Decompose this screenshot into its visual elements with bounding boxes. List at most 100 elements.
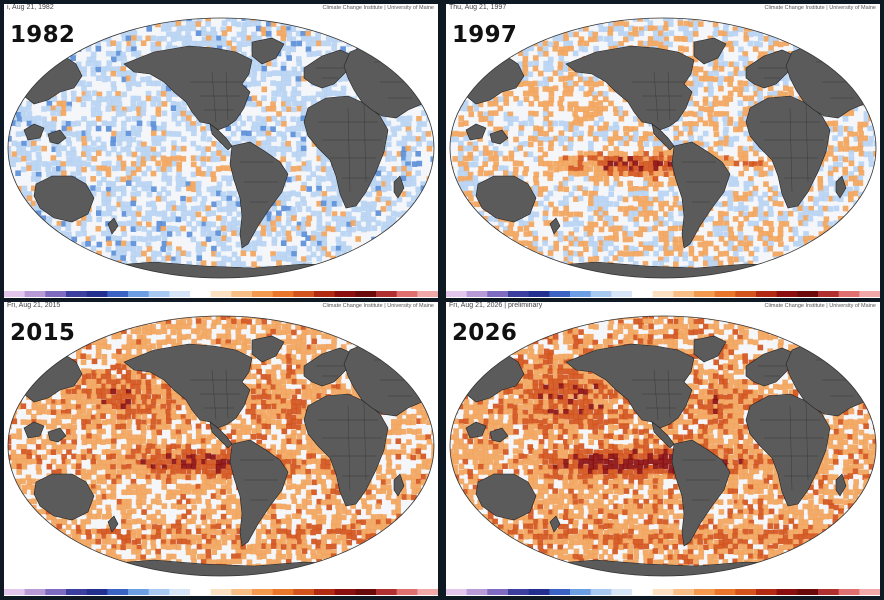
colorbar-swatch	[417, 589, 438, 595]
ocean-anomaly-layer	[450, 316, 876, 576]
colorbar-swatch	[334, 291, 356, 297]
colorbar-swatch	[355, 291, 377, 297]
colorbar-swatch	[611, 291, 633, 297]
colorbar	[446, 291, 880, 297]
year-label: 1997	[452, 22, 518, 48]
colorbar-swatch	[673, 589, 695, 595]
map-outline	[449, 315, 877, 577]
colorbar-swatch	[190, 291, 212, 297]
colorbar-swatch	[169, 291, 191, 297]
colorbar-swatch	[756, 291, 778, 297]
colorbar-swatch	[797, 291, 819, 297]
colorbar-swatch	[396, 589, 418, 595]
colorbar-swatch	[231, 291, 253, 297]
credit-label: Climate Change Institute | University of…	[322, 303, 434, 309]
colorbar-swatch	[252, 291, 274, 297]
colorbar-swatch	[549, 291, 571, 297]
ocean-anomaly-layer	[450, 18, 876, 278]
colorbar-swatch	[756, 589, 778, 595]
colorbar-swatch	[4, 291, 26, 297]
colorbar-swatch	[818, 589, 840, 595]
colorbar-swatch	[735, 589, 757, 595]
colorbar-swatch	[714, 589, 736, 595]
colorbar-swatch	[376, 589, 398, 595]
colorbar-swatch	[148, 291, 170, 297]
colorbar-swatch	[652, 291, 674, 297]
colorbar	[4, 589, 438, 595]
colorbar-swatch	[549, 589, 571, 595]
colorbar-swatch	[86, 291, 108, 297]
map-outline	[7, 17, 435, 279]
colorbar-swatch	[314, 589, 336, 595]
ocean-anomaly-layer	[8, 18, 434, 278]
map-panel-2026: Fri, Aug 21, 2026 | preliminary Climate …	[446, 302, 880, 596]
colorbar-swatch	[231, 589, 253, 595]
sst-anomaly-map	[7, 315, 435, 577]
sst-anomaly-map	[449, 315, 877, 577]
colorbar-swatch	[293, 589, 315, 595]
colorbar-swatch	[66, 589, 88, 595]
colorbar-swatch	[446, 291, 468, 297]
colorbar-swatch	[293, 291, 315, 297]
colorbar-swatch	[611, 589, 633, 595]
colorbar-swatch	[128, 291, 150, 297]
colorbar-swatch	[446, 589, 468, 595]
colorbar-swatch	[396, 291, 418, 297]
year-label: 2015	[10, 320, 76, 346]
country-borders	[190, 61, 418, 203]
colorbar-swatch	[694, 291, 716, 297]
map-panel-2015: Fri, Aug 21, 2015 Climate Change Institu…	[4, 302, 438, 596]
colorbar-swatch	[508, 291, 530, 297]
colorbar-swatch	[4, 589, 26, 595]
colorbar-swatch	[632, 589, 654, 595]
year-label: 2026	[452, 320, 518, 346]
colorbar-swatch	[272, 291, 294, 297]
colorbar-swatch	[466, 589, 488, 595]
colorbar-swatch	[169, 589, 191, 595]
colorbar-swatch	[590, 291, 612, 297]
country-borders	[190, 359, 418, 501]
colorbar-swatch	[107, 589, 129, 595]
colorbar-swatch	[355, 589, 377, 595]
map-outline	[7, 315, 435, 577]
colorbar-swatch	[797, 589, 819, 595]
colorbar-swatch	[86, 589, 108, 595]
colorbar-swatch	[314, 291, 336, 297]
colorbar-swatch	[272, 589, 294, 595]
colorbar-swatch	[334, 589, 356, 595]
colorbar-swatch	[508, 589, 530, 595]
colorbar-swatch	[714, 291, 736, 297]
colorbar-swatch	[838, 589, 860, 595]
colorbar-swatch	[24, 589, 46, 595]
colorbar-swatch	[487, 589, 509, 595]
year-label: 1982	[10, 22, 76, 48]
colorbar-swatch	[859, 291, 880, 297]
colorbar-swatch	[210, 291, 232, 297]
colorbar-swatch	[776, 291, 798, 297]
colorbar-swatch	[376, 291, 398, 297]
colorbar-swatch	[590, 589, 612, 595]
country-borders	[632, 359, 860, 501]
map-panel-1982: i, Aug 21, 1982 Climate Change Institute…	[4, 4, 438, 298]
colorbar-swatch	[673, 291, 695, 297]
map-panel-1997: Thu, Aug 21, 1997 Climate Change Institu…	[446, 4, 880, 298]
date-label: Fri, Aug 21, 2026 | preliminary	[449, 302, 543, 309]
colorbar-swatch	[66, 291, 88, 297]
date-label: i, Aug 21, 1982	[7, 4, 54, 11]
colorbar-swatch	[148, 589, 170, 595]
colorbar-swatch	[694, 589, 716, 595]
colorbar-swatch	[45, 589, 67, 595]
colorbar	[446, 589, 880, 595]
colorbar	[4, 291, 438, 297]
map-outline	[449, 17, 877, 279]
colorbar-swatch	[24, 291, 46, 297]
colorbar-swatch	[818, 291, 840, 297]
date-label: Thu, Aug 21, 1997	[449, 4, 507, 11]
colorbar-swatch	[487, 291, 509, 297]
colorbar-swatch	[570, 291, 592, 297]
colorbar-swatch	[528, 589, 550, 595]
sst-anomaly-map	[7, 17, 435, 279]
colorbar-swatch	[776, 589, 798, 595]
ocean-anomaly-layer	[8, 316, 434, 576]
colorbar-swatch	[838, 291, 860, 297]
